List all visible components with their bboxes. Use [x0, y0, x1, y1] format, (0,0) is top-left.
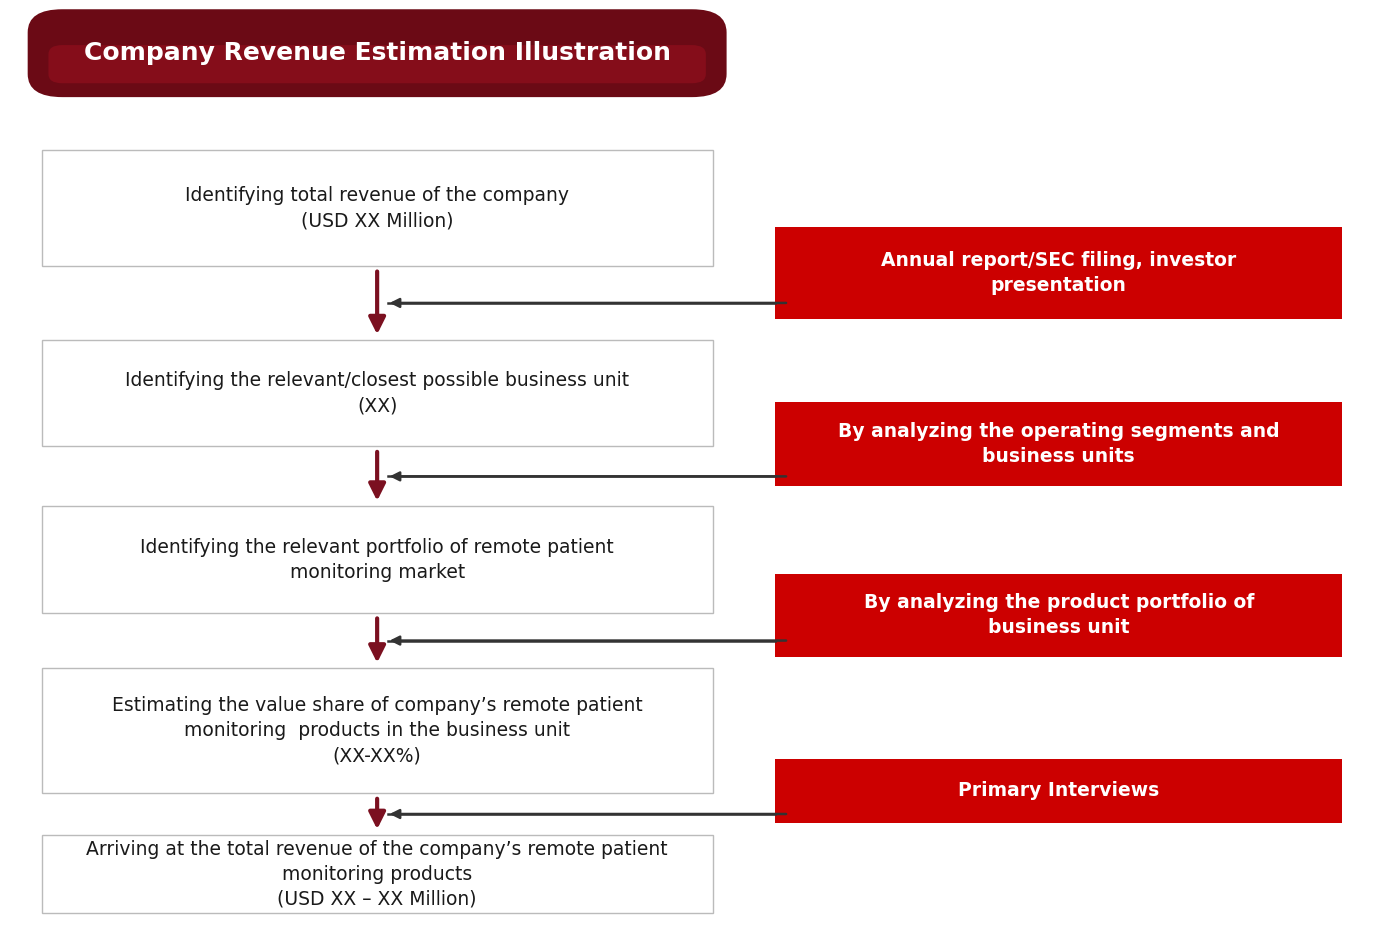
FancyBboxPatch shape — [42, 507, 713, 612]
Text: Estimating the value share of company’s remote patient
monitoring  products in t: Estimating the value share of company’s … — [112, 697, 642, 765]
FancyBboxPatch shape — [42, 834, 713, 914]
Text: Identifying the relevant portfolio of remote patient
monitoring market: Identifying the relevant portfolio of re… — [140, 537, 614, 582]
Text: Annual report/SEC filing, investor
presentation: Annual report/SEC filing, investor prese… — [882, 251, 1236, 295]
Text: By analyzing the product portfolio of
business unit: By analyzing the product portfolio of bu… — [864, 593, 1254, 637]
FancyBboxPatch shape — [42, 339, 713, 447]
Text: By analyzing the operating segments and
business units: By analyzing the operating segments and … — [837, 422, 1280, 466]
Text: Company Revenue Estimation Illustration: Company Revenue Estimation Illustration — [83, 42, 671, 65]
Text: Arriving at the total revenue of the company’s remote patient
monitoring product: Arriving at the total revenue of the com… — [86, 840, 668, 908]
FancyBboxPatch shape — [775, 227, 1342, 319]
Text: Identifying total revenue of the company
(USD XX Million): Identifying total revenue of the company… — [185, 186, 569, 230]
FancyBboxPatch shape — [28, 9, 727, 97]
Text: Primary Interviews: Primary Interviews — [958, 782, 1160, 800]
FancyBboxPatch shape — [775, 758, 1342, 823]
FancyBboxPatch shape — [42, 150, 713, 266]
Text: Identifying the relevant/closest possible business unit
(XX): Identifying the relevant/closest possibl… — [125, 371, 630, 415]
FancyBboxPatch shape — [775, 402, 1342, 486]
FancyBboxPatch shape — [42, 668, 713, 793]
FancyBboxPatch shape — [48, 45, 706, 83]
FancyBboxPatch shape — [775, 574, 1342, 657]
